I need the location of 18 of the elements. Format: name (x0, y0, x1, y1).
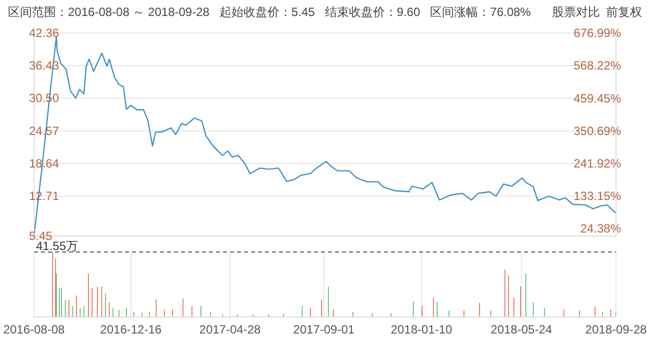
y2-tick-label: 24.38% (580, 222, 622, 236)
y-tick-label: 42.36 (29, 26, 60, 40)
y2-tick-label: 459.45% (574, 91, 622, 106)
y2-tick-label: 676.99% (574, 26, 622, 40)
y2-tick-label: 241.92% (574, 156, 622, 170)
x-tick-label: 2016-08-08 (3, 322, 66, 337)
x-tick-label: 2016-12-16 (100, 322, 162, 337)
text: 股票对比 (552, 4, 600, 21)
chart-title: 区间范围：2016-08-08 ～ 2018-09-28 起始收盘价：5.45 结束收盘价：9.60 区间涨幅：76.08% (8, 4, 531, 21)
text: 前复权 (606, 4, 642, 21)
x-tick-label: 2018-09-28 (585, 322, 648, 337)
y2-tick-label: 133.15% (574, 189, 622, 204)
x-tick-label: 2017-09-01 (293, 322, 355, 337)
y2-tick-label: 350.69% (574, 124, 622, 138)
x-tick-label: 2018-05-24 (490, 322, 552, 337)
x-tick-label: 2018-01-10 (390, 322, 453, 337)
x-tick-label: 2017-04-28 (199, 322, 261, 337)
y2-tick-label: 568.22% (574, 58, 622, 73)
